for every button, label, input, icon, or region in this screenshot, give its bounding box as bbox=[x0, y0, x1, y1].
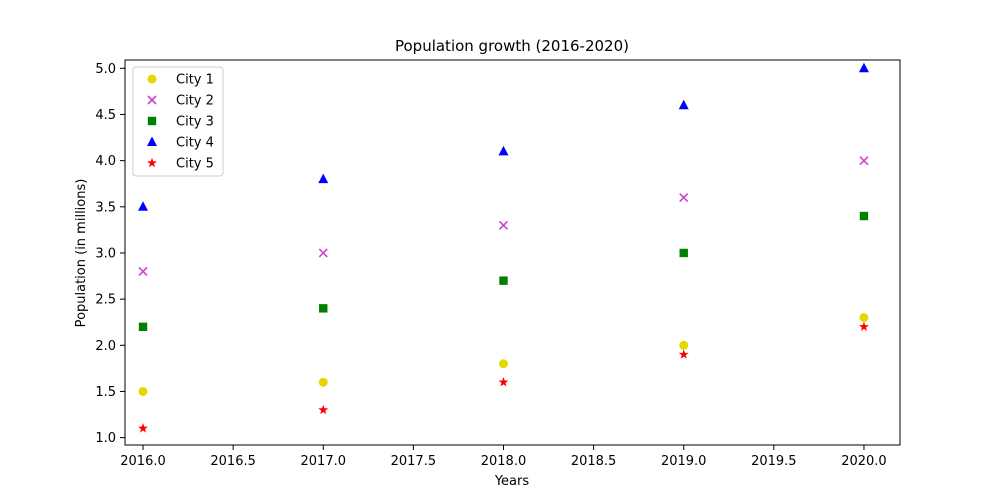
data-point bbox=[858, 62, 869, 73]
legend-label: City 2 bbox=[176, 94, 214, 109]
y-tick-label: 3.5 bbox=[95, 200, 116, 215]
plot-area bbox=[124, 59, 901, 446]
data-point bbox=[498, 359, 508, 369]
series-city-1 bbox=[138, 313, 869, 396]
data-markers bbox=[138, 62, 869, 433]
legend-marker bbox=[147, 157, 157, 168]
data-point bbox=[859, 156, 869, 166]
data-point bbox=[138, 201, 149, 211]
data-point bbox=[498, 220, 509, 230]
series-city-2 bbox=[138, 156, 869, 276]
legend-marker bbox=[147, 95, 157, 105]
data-point bbox=[318, 173, 329, 184]
x-tick-label: 2018.5 bbox=[571, 454, 617, 469]
x-tick-label: 2017.5 bbox=[391, 454, 437, 469]
data-point bbox=[859, 321, 869, 332]
legend-label: City 3 bbox=[176, 115, 214, 130]
legend: City 1 City 2 City 3 City 4 City 5 bbox=[132, 66, 224, 177]
data-point bbox=[318, 248, 328, 258]
y-tick-label: 4.5 bbox=[95, 108, 116, 123]
y-axis-title: Population (in millions) bbox=[74, 179, 89, 328]
data-point bbox=[678, 349, 689, 359]
data-point bbox=[318, 404, 329, 415]
data-point bbox=[498, 377, 509, 387]
y-tick-label: 2.5 bbox=[95, 293, 116, 308]
data-point bbox=[859, 313, 869, 323]
legend-label: City 4 bbox=[176, 136, 214, 151]
data-point bbox=[679, 248, 688, 258]
y-axis: 1.0 1.5 2.0 2.5 3.0 3.5 4.0 4.5 5.0 bbox=[95, 62, 125, 446]
data-point bbox=[859, 211, 869, 221]
y-tick-label: 5.0 bbox=[95, 62, 116, 77]
legend-label: City 5 bbox=[176, 157, 214, 172]
data-point bbox=[678, 99, 689, 110]
data-point bbox=[318, 377, 328, 387]
legend-label: City 1 bbox=[176, 73, 214, 88]
x-tick-label: 2019.5 bbox=[751, 454, 797, 469]
series-city-3 bbox=[138, 211, 869, 332]
data-point bbox=[498, 145, 509, 156]
series-city-5 bbox=[138, 321, 869, 433]
data-point bbox=[138, 386, 148, 396]
y-tick-label: 2.0 bbox=[95, 339, 116, 354]
legend-box bbox=[132, 66, 224, 177]
data-point bbox=[319, 304, 328, 313]
y-tick-label: 1.0 bbox=[95, 431, 116, 446]
y-tick-label: 1.5 bbox=[95, 385, 116, 400]
series-city-4 bbox=[138, 62, 869, 211]
x-tick-label: 2019.0 bbox=[661, 454, 707, 469]
legend-marker bbox=[147, 74, 157, 84]
data-point bbox=[499, 276, 508, 285]
x-tick-label: 2016.5 bbox=[210, 454, 256, 469]
x-tick-label: 2016.0 bbox=[120, 454, 166, 469]
data-point bbox=[679, 193, 689, 203]
data-point bbox=[138, 423, 148, 433]
x-axis: 2016.0 2016.5 2017.0 2017.5 2018.0 2018.5 2019… bbox=[120, 445, 887, 469]
data-point bbox=[138, 322, 148, 332]
legend-marker bbox=[147, 136, 157, 146]
plot-frame bbox=[124, 59, 901, 446]
x-tick-label: 2020.0 bbox=[841, 454, 887, 469]
data-point bbox=[679, 340, 689, 350]
legend-marker bbox=[147, 116, 157, 126]
chart-title: Population growth (2016-2020) bbox=[395, 37, 629, 55]
y-tick-label: 3.0 bbox=[95, 246, 116, 261]
data-point bbox=[138, 266, 148, 276]
x-tick-label: 2018.0 bbox=[481, 454, 527, 469]
x-tick-label: 2017.0 bbox=[301, 454, 347, 469]
y-tick-label: 4.0 bbox=[95, 154, 116, 169]
x-axis-title: Years bbox=[494, 474, 530, 489]
